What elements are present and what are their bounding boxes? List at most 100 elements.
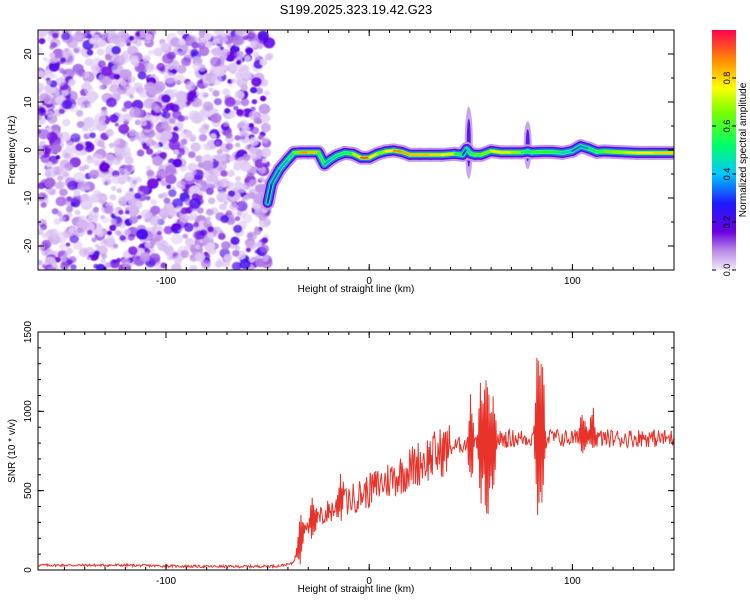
noise-blob <box>221 241 231 250</box>
noise-blob <box>176 64 187 74</box>
noise-blob <box>146 165 151 170</box>
noise-blob <box>239 130 247 137</box>
ridge-segment <box>384 149 395 153</box>
noise-blob <box>112 36 122 45</box>
noise-blob <box>187 95 195 103</box>
noise-blob <box>235 60 242 65</box>
noise-blob <box>260 123 271 133</box>
noise-blob <box>105 128 114 137</box>
noise-blob <box>129 215 139 224</box>
noise-blob <box>228 82 233 87</box>
noise-blob <box>179 214 189 223</box>
noise-blob <box>84 80 90 86</box>
noise-blob <box>97 60 106 68</box>
noise-blob <box>65 141 76 151</box>
noise-blob <box>38 30 48 38</box>
noise-blob <box>180 249 190 258</box>
noise-blob <box>86 155 92 160</box>
noise-blob <box>219 203 227 211</box>
noise-blob <box>114 139 121 145</box>
noise-blob <box>38 228 44 236</box>
noise-blob <box>46 110 54 118</box>
noise-blob <box>203 220 212 229</box>
colorbar-tick-label: 0.0 <box>722 264 732 277</box>
noise-blob <box>101 216 110 223</box>
noise-blob <box>165 206 177 218</box>
noise-blob <box>258 212 268 221</box>
noise-blob <box>188 151 196 159</box>
noise-blob <box>136 149 145 157</box>
noise-blob <box>235 176 242 182</box>
noise-blob <box>60 170 71 180</box>
noise-blob <box>213 98 222 106</box>
x-tick-label: -100 <box>156 276 176 287</box>
noise-blob <box>232 249 240 257</box>
noise-blob <box>221 48 230 56</box>
noise-blob <box>212 90 220 97</box>
noise-blob <box>189 198 201 209</box>
noise-blob <box>236 109 244 116</box>
noise-blob <box>54 95 64 105</box>
noise-blob <box>154 81 166 92</box>
noise-blob <box>234 181 244 190</box>
ridge-segment <box>352 152 363 159</box>
ridge-segment <box>343 151 354 155</box>
y-tick-label: 0 <box>23 147 34 153</box>
noise-blobs <box>38 30 276 270</box>
ridge-segment <box>335 151 346 157</box>
ridge-segment <box>266 182 273 204</box>
noise-blob <box>140 128 152 139</box>
colorbar-ticks: 0.0 0.2 0.4 0.6 0.8 <box>712 72 736 277</box>
noise-blob <box>59 131 71 142</box>
noise-blob <box>38 192 47 201</box>
noise-blob <box>230 236 240 245</box>
noise-blob <box>44 177 56 188</box>
noise-blob <box>38 114 42 121</box>
noise-blob <box>129 187 134 192</box>
ridge-segment <box>595 150 606 153</box>
noise-blob <box>86 49 94 56</box>
noise-blob <box>129 107 141 118</box>
noise-blob <box>46 79 52 85</box>
noise-blob <box>40 153 51 164</box>
noise-blob <box>231 261 242 270</box>
colorbar-label: Normalized spectral amplitude <box>738 82 749 217</box>
noise-blob <box>112 259 117 264</box>
noise-blob <box>107 234 115 242</box>
noise-blob <box>240 84 248 91</box>
noise-blob <box>248 179 259 189</box>
noise-blob <box>243 195 250 202</box>
noise-blob <box>68 79 76 86</box>
figure-title: S199.2025.323.19.42.G23 <box>280 2 433 17</box>
ridge-segment <box>480 150 493 156</box>
noise-blob <box>38 107 46 114</box>
noise-blob <box>52 143 62 153</box>
noise-blob <box>53 90 60 96</box>
noise-blob <box>67 180 78 191</box>
ridge-segment <box>561 150 574 154</box>
noise-blob <box>50 42 58 48</box>
noise-blob <box>61 47 73 58</box>
noise-blob <box>171 233 183 245</box>
noise-blob <box>176 30 186 36</box>
noise-blob <box>248 146 257 154</box>
noise-blob <box>168 189 177 198</box>
colorbar-tick-label: 0.8 <box>722 72 732 85</box>
noise-blob <box>180 207 189 215</box>
noise-blob <box>149 215 161 226</box>
noise-blob <box>38 259 43 266</box>
noise-blob <box>220 215 230 224</box>
noise-blob <box>94 243 100 249</box>
ridge-segment <box>551 150 564 154</box>
noise-blob <box>126 166 133 172</box>
noise-blob <box>109 224 117 231</box>
noise-blob <box>64 251 71 258</box>
noise-blob <box>195 244 200 250</box>
noise-blob <box>58 67 65 74</box>
noise-blob <box>82 116 95 128</box>
noise-blob <box>101 66 113 77</box>
ridge-segment <box>376 150 387 155</box>
noise-blob <box>116 230 123 237</box>
snr-frame <box>37 331 675 571</box>
ridge-segment <box>278 158 289 171</box>
